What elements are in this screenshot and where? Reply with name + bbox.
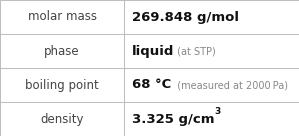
Text: liquid: liquid <box>132 44 174 58</box>
Text: molar mass: molar mass <box>28 10 97 24</box>
Text: 3: 3 <box>215 107 221 116</box>
Text: (measured at 2000 Pa): (measured at 2000 Pa) <box>171 80 288 90</box>
Text: density: density <box>40 112 84 126</box>
Text: 3.325 g/cm: 3.325 g/cm <box>132 112 215 126</box>
Text: phase: phase <box>44 44 80 58</box>
Text: boiling point: boiling point <box>25 78 99 92</box>
Text: (at STP): (at STP) <box>174 46 216 56</box>
Text: 269.848 g/mol: 269.848 g/mol <box>132 10 239 24</box>
Text: 68 °C: 68 °C <box>132 78 171 92</box>
